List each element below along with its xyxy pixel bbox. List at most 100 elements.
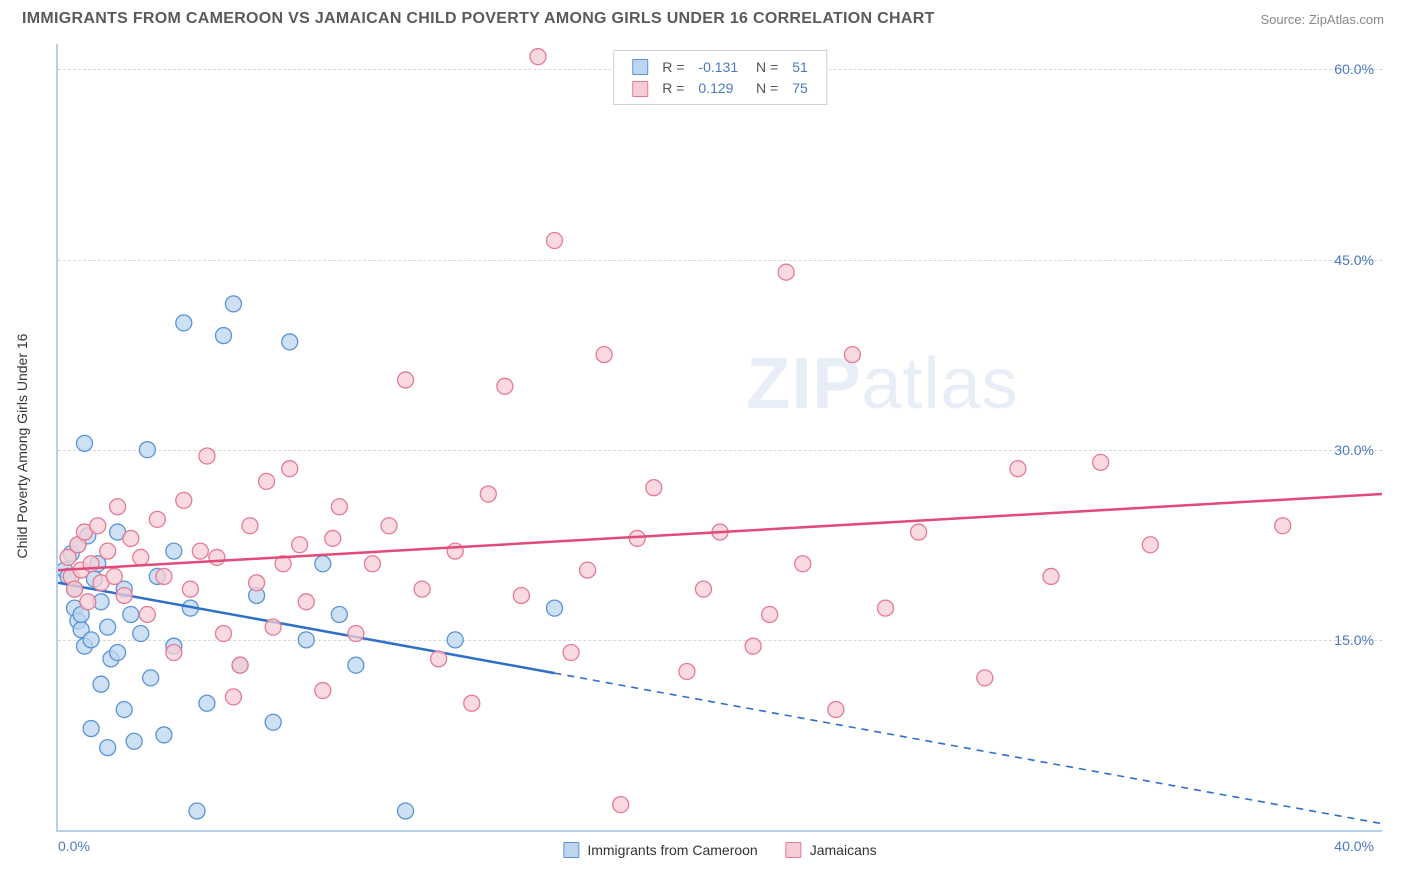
scatter-svg bbox=[58, 44, 1382, 830]
data-point bbox=[100, 619, 116, 635]
data-point bbox=[331, 499, 347, 515]
data-point bbox=[977, 670, 993, 686]
data-point bbox=[464, 695, 480, 711]
x-tick-max: 40.0% bbox=[1334, 838, 1374, 854]
data-point bbox=[315, 556, 331, 572]
data-point bbox=[348, 626, 364, 642]
data-point bbox=[447, 632, 463, 648]
data-point bbox=[745, 638, 761, 654]
data-point bbox=[547, 600, 563, 616]
data-point bbox=[265, 714, 281, 730]
legend-item: Immigrants from Cameroon bbox=[563, 842, 757, 858]
data-point bbox=[116, 587, 132, 603]
data-point bbox=[795, 556, 811, 572]
data-point bbox=[83, 721, 99, 737]
data-point bbox=[292, 537, 308, 553]
data-point bbox=[1010, 461, 1026, 477]
data-point bbox=[1043, 568, 1059, 584]
data-point bbox=[76, 435, 92, 451]
data-point bbox=[123, 606, 139, 622]
data-point bbox=[242, 518, 258, 534]
data-point bbox=[480, 486, 496, 502]
data-point bbox=[325, 530, 341, 546]
data-point bbox=[116, 702, 132, 718]
chart-title: IMMIGRANTS FROM CAMEROON VS JAMAICAN CHI… bbox=[22, 10, 935, 28]
data-point bbox=[176, 492, 192, 508]
chart-area: Child Poverty Among Girls Under 16 ZIPat… bbox=[56, 44, 1382, 832]
y-axis-label: Child Poverty Among Girls Under 16 bbox=[14, 334, 30, 559]
data-point bbox=[348, 657, 364, 673]
data-point bbox=[911, 524, 927, 540]
data-point bbox=[613, 797, 629, 813]
data-point bbox=[282, 334, 298, 350]
data-point bbox=[166, 543, 182, 559]
data-point bbox=[447, 543, 463, 559]
data-point bbox=[1275, 518, 1291, 534]
data-point bbox=[67, 581, 83, 597]
data-point bbox=[166, 645, 182, 661]
data-point bbox=[878, 600, 894, 616]
data-point bbox=[315, 683, 331, 699]
data-point bbox=[216, 328, 232, 344]
series-legend: Immigrants from Cameroon Jamaicans bbox=[563, 842, 876, 858]
data-point bbox=[83, 632, 99, 648]
data-point bbox=[629, 530, 645, 546]
data-point bbox=[1093, 454, 1109, 470]
data-point bbox=[364, 556, 380, 572]
data-point bbox=[547, 233, 563, 249]
data-point bbox=[149, 511, 165, 527]
data-point bbox=[156, 568, 172, 584]
data-point bbox=[282, 461, 298, 477]
data-point bbox=[139, 606, 155, 622]
data-point bbox=[298, 632, 314, 648]
trend-line-dashed bbox=[555, 673, 1383, 824]
data-point bbox=[563, 645, 579, 661]
data-point bbox=[80, 594, 96, 610]
data-point bbox=[646, 480, 662, 496]
data-point bbox=[232, 657, 248, 673]
data-point bbox=[189, 803, 205, 819]
data-point bbox=[762, 606, 778, 622]
data-point bbox=[93, 676, 109, 692]
data-point bbox=[209, 549, 225, 565]
data-point bbox=[123, 530, 139, 546]
data-point bbox=[182, 581, 198, 597]
data-point bbox=[828, 702, 844, 718]
data-point bbox=[225, 296, 241, 312]
data-point bbox=[156, 727, 172, 743]
data-point bbox=[265, 619, 281, 635]
data-point bbox=[596, 347, 612, 363]
legend-row: R =-0.131 N =51 bbox=[626, 57, 814, 76]
x-tick-min: 0.0% bbox=[58, 838, 90, 854]
data-point bbox=[398, 372, 414, 388]
data-point bbox=[778, 264, 794, 280]
data-point bbox=[139, 442, 155, 458]
chart-source: Source: ZipAtlas.com bbox=[1260, 12, 1384, 27]
trend-line bbox=[58, 494, 1382, 570]
chart-header: IMMIGRANTS FROM CAMEROON VS JAMAICAN CHI… bbox=[0, 0, 1406, 34]
data-point bbox=[110, 645, 126, 661]
plot-region: ZIPatlas R =-0.131 N =51R =0.129 N =75 0… bbox=[56, 44, 1382, 832]
data-point bbox=[90, 518, 106, 534]
data-point bbox=[133, 549, 149, 565]
data-point bbox=[695, 581, 711, 597]
data-point bbox=[100, 740, 116, 756]
data-point bbox=[1142, 537, 1158, 553]
data-point bbox=[679, 664, 695, 680]
data-point bbox=[298, 594, 314, 610]
data-point bbox=[513, 587, 529, 603]
legend-item: Jamaicans bbox=[786, 842, 877, 858]
data-point bbox=[497, 378, 513, 394]
legend-row: R =0.129 N =75 bbox=[626, 78, 814, 97]
data-point bbox=[126, 733, 142, 749]
data-point bbox=[106, 568, 122, 584]
data-point bbox=[216, 626, 232, 642]
data-point bbox=[199, 695, 215, 711]
data-point bbox=[225, 689, 241, 705]
data-point bbox=[143, 670, 159, 686]
data-point bbox=[844, 347, 860, 363]
data-point bbox=[431, 651, 447, 667]
data-point bbox=[414, 581, 430, 597]
data-point bbox=[192, 543, 208, 559]
data-point bbox=[530, 49, 546, 65]
